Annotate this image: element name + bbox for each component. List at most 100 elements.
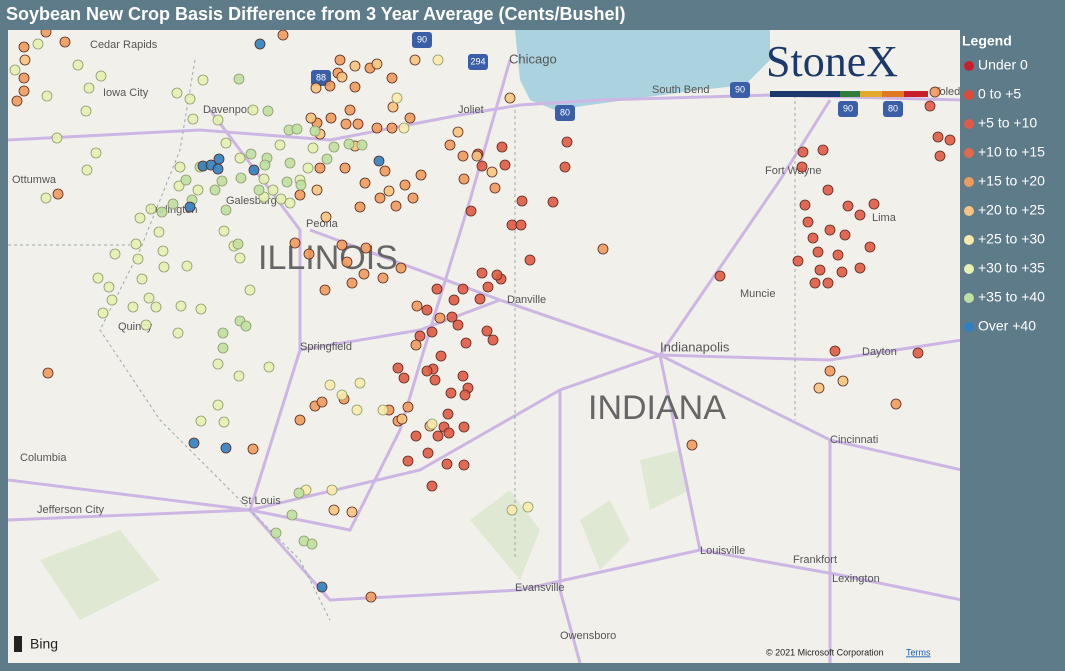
legend-label: +35 to +40 [978, 289, 1045, 305]
legend-swatch [964, 235, 974, 245]
location-dot [547, 196, 559, 208]
location-dot [395, 262, 407, 274]
location-dot [9, 64, 21, 76]
location-dot [457, 283, 469, 295]
location-dot [41, 90, 53, 102]
location-dot [180, 174, 192, 186]
location-dot [426, 418, 438, 430]
location-dot [392, 362, 404, 374]
location-dot [316, 581, 328, 593]
location-dot [305, 112, 317, 124]
location-dot [263, 361, 275, 373]
legend-swatch [964, 206, 974, 216]
location-dot [426, 480, 438, 492]
place-label: Columbia [20, 452, 67, 464]
location-dot [314, 162, 326, 174]
location-dot [218, 225, 230, 237]
location-dot [354, 377, 366, 389]
location-dot [346, 506, 358, 518]
location-dot [864, 241, 876, 253]
legend-swatch [964, 322, 974, 332]
location-dot [59, 36, 71, 48]
location-dot [294, 189, 306, 201]
location-dot [398, 122, 410, 134]
legend-swatch [964, 61, 974, 71]
location-dot [822, 277, 834, 289]
location-dot [197, 74, 209, 86]
location-dot [932, 131, 944, 143]
place-label: St Louis [241, 495, 281, 507]
place-label: Dayton [862, 346, 897, 358]
location-dot [371, 122, 383, 134]
place-label: Iowa City [103, 87, 149, 99]
location-dot [486, 166, 498, 178]
location-dot [158, 261, 170, 273]
legend-swatch [964, 148, 974, 158]
location-dot [213, 153, 225, 165]
shield-label: 90 [417, 34, 427, 44]
location-dot [90, 147, 102, 159]
place-label: Cincinnati [830, 434, 878, 446]
place-label: Cedar Rapids [90, 39, 158, 51]
location-dot [474, 293, 486, 305]
location-dot [343, 138, 355, 150]
location-dot [457, 150, 469, 162]
location-dot [321, 153, 333, 165]
provider-icon [14, 636, 22, 652]
location-dot [253, 184, 265, 196]
legend-label: Over +40 [978, 318, 1036, 334]
location-dot [275, 193, 287, 205]
place-label: Muncie [740, 288, 775, 300]
location-dot [319, 284, 331, 296]
location-dot [233, 370, 245, 382]
location-dot [306, 538, 318, 550]
location-dot [387, 101, 399, 113]
highway-shield [311, 70, 331, 86]
location-dot [277, 30, 289, 41]
location-dot [181, 260, 193, 272]
location-dot [421, 365, 433, 377]
location-dot [796, 161, 808, 173]
location-dot [344, 104, 356, 116]
place-label: Ottumwa [12, 174, 57, 186]
location-dot [234, 152, 246, 164]
location-dot [274, 139, 286, 151]
location-dot [195, 415, 207, 427]
location-dot [359, 177, 371, 189]
location-dot [561, 136, 573, 148]
location-dot [499, 159, 511, 171]
location-dot [349, 81, 361, 93]
location-dot [83, 82, 95, 94]
location-dot [944, 134, 956, 146]
location-dot [52, 188, 64, 200]
location-dot [471, 150, 483, 162]
location-dot [19, 54, 31, 66]
location-dot [559, 161, 571, 173]
location-dot [232, 238, 244, 250]
location-dot [524, 254, 536, 266]
location-dot [109, 248, 121, 260]
location-dot [481, 325, 493, 337]
location-dot [145, 203, 157, 215]
location-dot [324, 379, 336, 391]
location-dot [912, 347, 924, 359]
location-dot [924, 100, 936, 112]
location-dot [429, 374, 441, 386]
location-dot [140, 319, 152, 331]
legend-panel [960, 30, 1065, 671]
location-dot [286, 509, 298, 521]
location-dot [295, 179, 307, 191]
location-dot [396, 413, 408, 425]
location-dot [399, 179, 411, 191]
location-dot [448, 294, 460, 306]
shield-label: 90 [843, 103, 853, 113]
location-dot [11, 95, 23, 107]
place-label: Lexington [832, 573, 880, 585]
terms-link[interactable]: Terms [906, 647, 931, 657]
location-dot [415, 169, 427, 181]
location-dot [824, 365, 836, 377]
location-dot [267, 184, 279, 196]
location-dot [460, 337, 472, 349]
location-dot [522, 501, 534, 513]
location-dot [130, 238, 142, 250]
